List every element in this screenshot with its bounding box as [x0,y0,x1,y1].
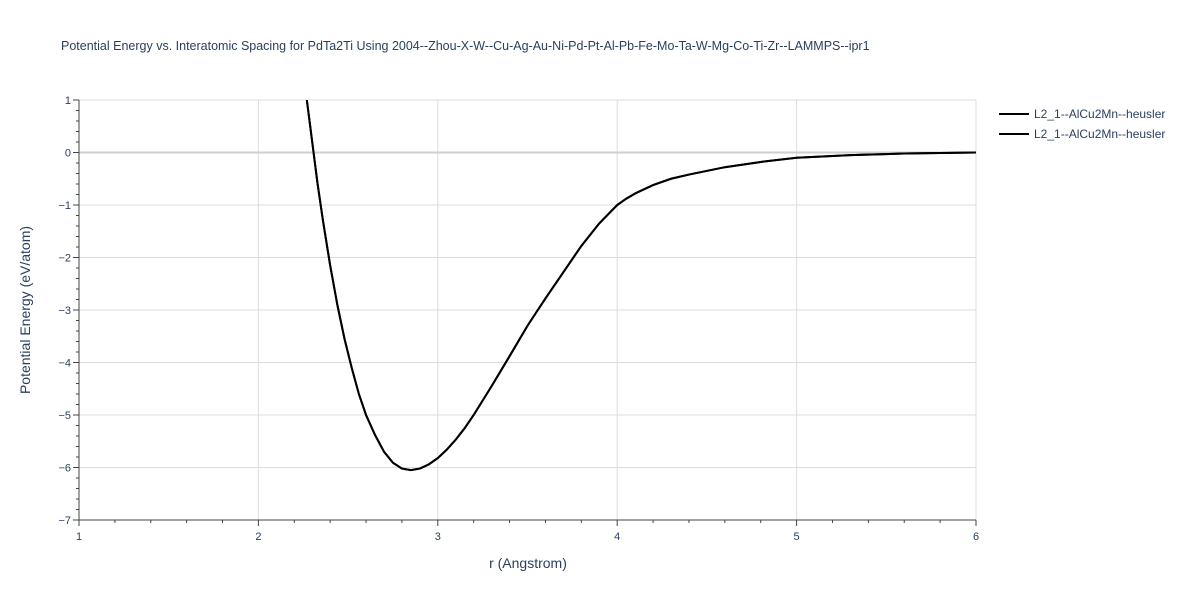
y-tick-label: 1 [65,95,71,107]
y-tick-label: −2 [58,253,71,265]
chart-title: Potential Energy vs. Interatomic Spacing… [61,39,870,53]
x-tick-label: 3 [435,531,441,543]
plot-area [305,100,976,472]
x-tick-label: 5 [794,531,800,543]
legend-label: L2_1--AlCu2Mn--heusler [1034,107,1165,121]
legend-label: L2_1--AlCu2Mn--heusler [1034,127,1165,141]
x-axis-title: r (Angstrom) [489,555,567,571]
y-tick-label: −1 [58,200,71,212]
y-tick-label: −7 [58,515,71,527]
series-line [305,100,976,472]
y-axis-title: Potential Energy (eV/atom) [17,226,33,394]
y-tick-label: −5 [58,410,71,422]
x-tick-label: 2 [255,531,261,543]
x-tick-label: 4 [614,531,620,543]
grid-lines [79,99,977,520]
y-tick-label: 0 [65,148,71,160]
y-tick-label: −4 [58,358,71,370]
y-tick-label: −6 [58,463,71,475]
y-tick-label: −3 [58,305,71,317]
legend: L2_1--AlCu2Mn--heusler L2_1--AlCu2Mn--heu… [999,107,1165,141]
axes: 1 2 3 4 5 6 1 0 −1 −2 −3 −4 −5 −6 −7 [58,95,979,543]
x-tick-label: 6 [973,531,979,543]
x-tick-label: 1 [76,531,82,543]
